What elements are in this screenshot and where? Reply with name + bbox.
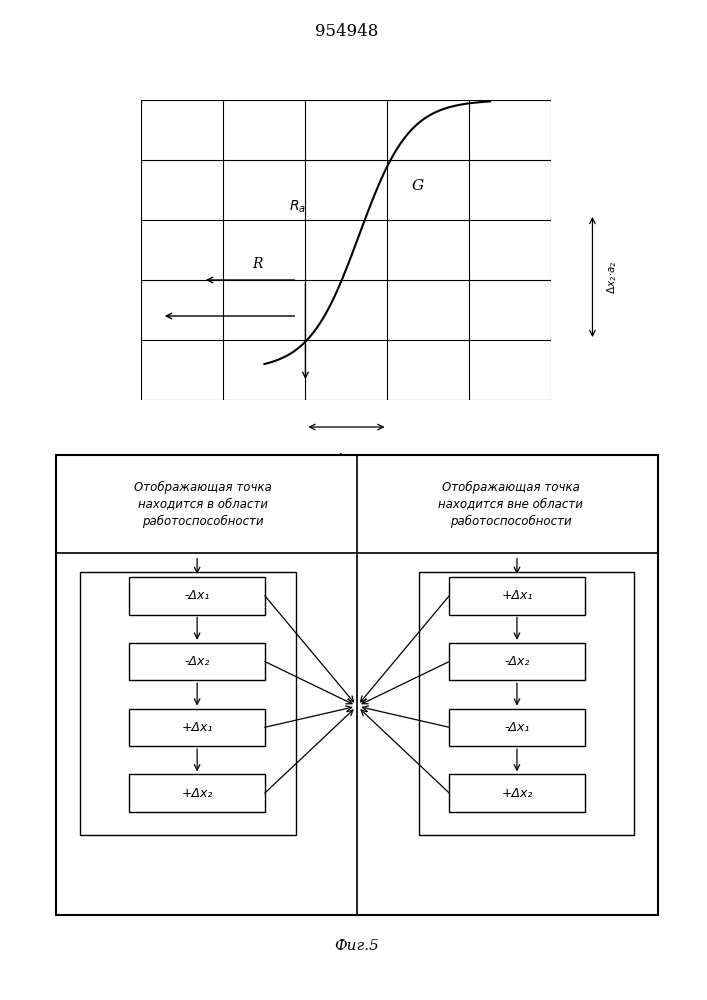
Text: +Δx₁: +Δx₁ — [182, 721, 213, 734]
FancyBboxPatch shape — [419, 572, 633, 835]
Text: Фиг.5: Фиг.5 — [334, 939, 380, 953]
Text: Отображающая точка
находится вне области
работоспособности: Отображающая точка находится вне области… — [438, 480, 583, 528]
Text: R: R — [252, 257, 262, 271]
FancyBboxPatch shape — [450, 708, 585, 746]
FancyBboxPatch shape — [129, 708, 264, 746]
Text: -Δx₂: -Δx₂ — [504, 655, 530, 668]
Text: Отображающая точка
находится в области
работоспособности: Отображающая точка находится в области р… — [134, 480, 272, 528]
Text: -Δx₂: -Δx₂ — [185, 655, 210, 668]
FancyBboxPatch shape — [129, 643, 264, 680]
Text: -Δx₁: -Δx₁ — [185, 589, 210, 602]
FancyBboxPatch shape — [450, 774, 585, 812]
Text: 954948: 954948 — [315, 23, 378, 40]
FancyBboxPatch shape — [56, 455, 658, 915]
FancyBboxPatch shape — [129, 774, 264, 812]
Text: $\Delta x_2{\cdot}a_2$: $\Delta x_2{\cdot}a_2$ — [604, 260, 619, 294]
Text: $\Delta x_3$: $\Delta x_3$ — [337, 451, 356, 465]
FancyBboxPatch shape — [129, 577, 264, 614]
Text: +Δx₂: +Δx₂ — [182, 787, 213, 800]
Text: G: G — [412, 179, 424, 193]
FancyBboxPatch shape — [450, 577, 585, 614]
Text: +Δx₁: +Δx₁ — [501, 589, 532, 602]
Text: -Δx₁: -Δx₁ — [504, 721, 530, 734]
Text: +Δx₂: +Δx₂ — [501, 787, 532, 800]
Text: Фиг.4: Фиг.4 — [324, 490, 369, 504]
FancyBboxPatch shape — [81, 572, 296, 835]
Text: $R_a$: $R_a$ — [289, 199, 306, 215]
FancyBboxPatch shape — [450, 643, 585, 680]
